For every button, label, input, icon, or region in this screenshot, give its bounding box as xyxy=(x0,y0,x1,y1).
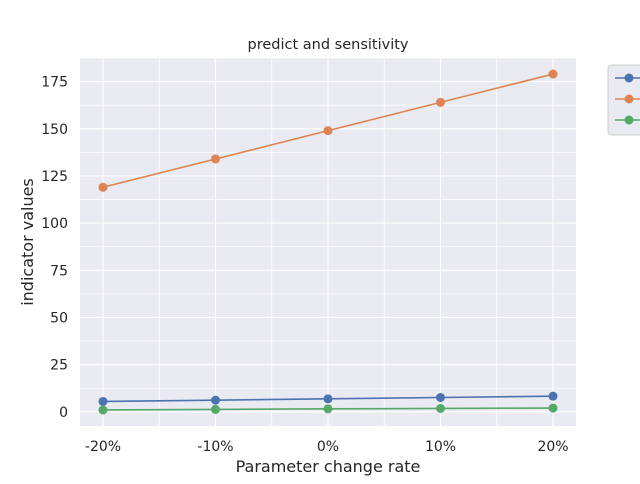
x-tick-label: 20% xyxy=(537,439,568,455)
legend xyxy=(607,64,640,136)
data-point xyxy=(548,391,558,401)
data-point xyxy=(211,395,220,405)
legend-frame xyxy=(607,64,640,136)
data-point xyxy=(98,396,108,406)
legend-marker xyxy=(624,115,634,125)
legend-marker xyxy=(624,73,634,83)
series-2 xyxy=(98,69,558,192)
data-point xyxy=(211,154,220,164)
series-layer xyxy=(98,69,558,415)
y-tick-labels: 0 25 50 75 100 125 150 175 xyxy=(41,75,68,421)
x-tick-label: 0% xyxy=(317,439,339,455)
data-point xyxy=(436,97,445,107)
data-point xyxy=(548,69,558,79)
x-tick-label: 10% xyxy=(425,439,456,455)
y-tick-label: 50 xyxy=(50,310,68,326)
series-3 xyxy=(98,403,558,415)
data-point xyxy=(98,405,108,415)
y-tick-label: 150 xyxy=(41,122,68,138)
y-tick-label: 175 xyxy=(41,75,68,91)
data-point xyxy=(323,126,333,136)
y-tick-label: 100 xyxy=(41,216,68,232)
y-tick-label: 75 xyxy=(50,263,68,279)
x-tick-labels: -20% -10% 0% 10% 20% xyxy=(85,439,569,455)
chart-title: predict and sensitivity xyxy=(248,37,409,53)
data-point xyxy=(548,403,558,413)
series-1 xyxy=(98,391,558,406)
data-point xyxy=(98,182,108,192)
data-point xyxy=(211,404,220,414)
x-tick-label: -20% xyxy=(85,439,121,455)
legend-marker xyxy=(624,94,634,104)
y-tick-label: 125 xyxy=(41,169,68,185)
data-point xyxy=(323,394,333,404)
x-axis-label: Parameter change rate xyxy=(236,457,421,476)
data-point xyxy=(323,404,333,414)
data-point xyxy=(436,403,445,413)
data-point xyxy=(436,393,445,403)
y-tick-label: 0 xyxy=(59,405,68,421)
y-axis-label: indicator values xyxy=(18,178,37,306)
x-tick-label: -10% xyxy=(197,439,233,455)
y-tick-label: 25 xyxy=(50,358,68,374)
